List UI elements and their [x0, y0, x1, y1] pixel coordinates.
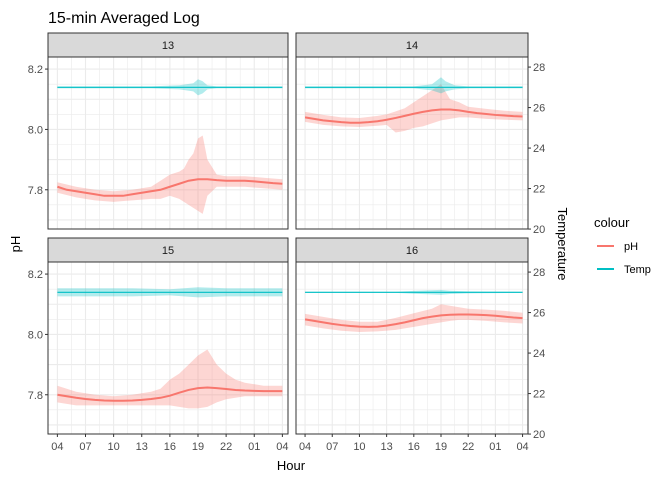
temp-tick-label: 20 [533, 429, 545, 441]
facet-panels: 13 7.8 8.0 8.2 14 20 22 24 26 28 15 7.8 8.0 8.2 04 07 10… [28, 32, 545, 453]
panel-border [47, 56, 289, 230]
y-axis-title-left: pH [8, 236, 23, 253]
x-tick-label: 22 [220, 441, 232, 453]
facet-panel-13: 13 7.8 8.0 8.2 [28, 32, 289, 230]
temp-tick-label: 24 [533, 143, 545, 155]
x-axis-title: Hour [277, 458, 306, 473]
panel-border [47, 261, 289, 435]
temp-tick-label: 28 [533, 62, 545, 74]
x-tick-label: 22 [462, 441, 474, 453]
x-tick-label: 16 [164, 441, 176, 453]
temp-tick-label: 26 [533, 308, 545, 320]
x-tick-label: 19 [435, 441, 447, 453]
ph-line [57, 386, 283, 402]
ph-ribbon [305, 84, 523, 133]
x-tick-label: 13 [136, 441, 148, 453]
facet-strip [295, 237, 529, 263]
temp-tick-label: 26 [533, 103, 545, 115]
legend: colour pH Temp [594, 215, 651, 276]
ph-ribbon [57, 135, 283, 214]
facet-strip [295, 32, 529, 58]
ph-tick-label: 8.0 [28, 124, 43, 136]
x-tick-label: 01 [489, 441, 501, 453]
ph-tick-label: 7.8 [28, 390, 43, 402]
temp-tick-label: 28 [533, 267, 545, 279]
ph-ribbon [305, 304, 523, 333]
facet-strip-label: 15 [162, 245, 174, 257]
legend-label-temp: Temp [624, 264, 651, 276]
panel-background [48, 57, 288, 229]
legend-entries: pH Temp [597, 241, 651, 276]
facet-panel-16: 16 20 22 24 26 28 04 07 10 13 16 19 22 01 04 [295, 237, 545, 453]
x-tick-label: 01 [248, 441, 260, 453]
x-tick-label: 19 [192, 441, 204, 453]
facet-strip-label: 13 [162, 40, 174, 52]
temp-tick-label: 20 [533, 224, 545, 236]
facet-panel-14: 14 20 22 24 26 28 [295, 32, 545, 236]
temp-tick-label: 22 [533, 184, 545, 196]
x-tick-label: 16 [408, 441, 420, 453]
panel-background [296, 57, 528, 229]
ph-tick-label: 8.0 [28, 329, 43, 341]
panel-border [295, 56, 529, 230]
temp-tick-label: 22 [533, 389, 545, 401]
facet-strip [47, 237, 289, 263]
legend-title: colour [594, 215, 630, 230]
x-tick-label: 04 [51, 441, 63, 453]
x-tick-label: 07 [79, 441, 91, 453]
ph-tick-label: 8.2 [28, 64, 43, 76]
ph-line [304, 313, 523, 328]
panel-background [296, 262, 528, 434]
ph-tick-label: 7.8 [28, 185, 43, 197]
x-tick-label: 04 [516, 441, 528, 453]
ph-line [57, 178, 283, 197]
facet-panel-15: 15 7.8 8.0 8.2 04 07 10 13 16 19 22 01 04 [28, 237, 289, 453]
panel-border [295, 261, 529, 435]
facet-strip [47, 32, 289, 58]
temp-tick-label: 24 [533, 348, 545, 360]
ph-line [304, 108, 523, 124]
ph-tick-label: 8.2 [28, 269, 43, 281]
x-tick-label: 10 [353, 441, 365, 453]
panel-background [48, 262, 288, 434]
facet-strip-label: 14 [406, 40, 418, 52]
facet-strip-label: 16 [406, 245, 418, 257]
legend-label-ph: pH [624, 241, 638, 253]
x-tick-label: 04 [299, 441, 311, 453]
ph-ribbon [57, 349, 283, 409]
x-tick-label: 10 [108, 441, 120, 453]
x-tick-label: 04 [276, 441, 288, 453]
x-tick-label: 07 [326, 441, 338, 453]
x-tick-label: 13 [381, 441, 393, 453]
y-axis-title-right: Temperature [555, 208, 570, 281]
chart-title: 15-min Averaged Log [48, 10, 200, 27]
